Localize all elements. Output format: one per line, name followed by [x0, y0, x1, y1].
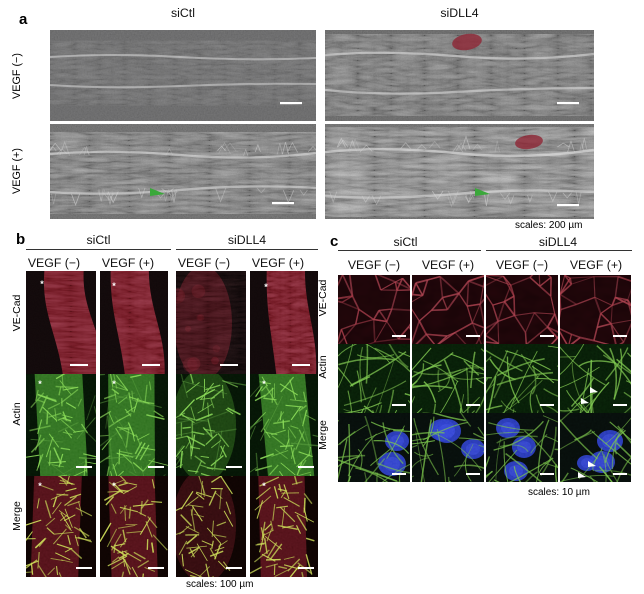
- svg-text:*: *: [38, 379, 42, 389]
- svg-text:*: *: [112, 281, 116, 291]
- svg-text:*: *: [262, 481, 266, 491]
- svg-text:*: *: [262, 379, 266, 389]
- svg-text:*: *: [112, 481, 116, 491]
- svg-text:*: *: [112, 379, 116, 389]
- svg-text:*: *: [264, 282, 268, 292]
- svg-text:*: *: [40, 279, 44, 289]
- svg-text:*: *: [38, 481, 42, 491]
